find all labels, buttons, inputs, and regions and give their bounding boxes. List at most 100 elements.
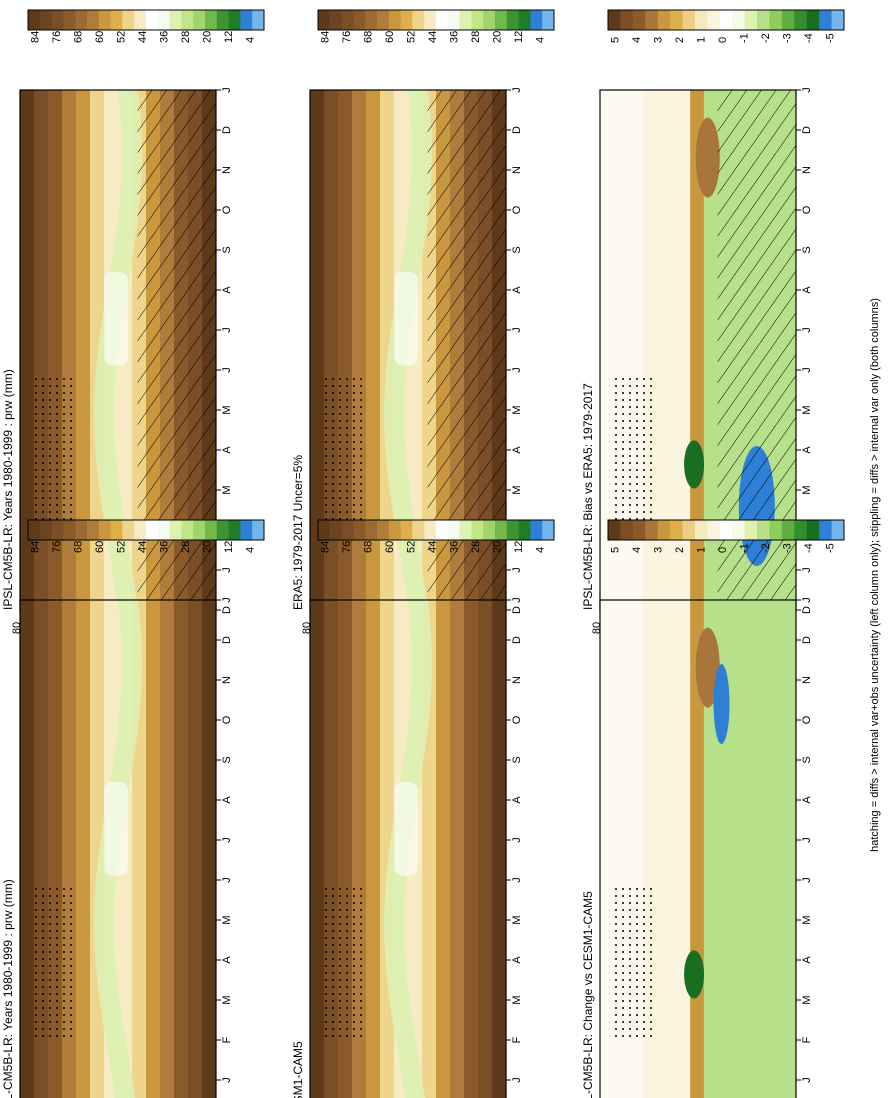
month-label: F [511,1036,523,1043]
month-label: A [221,956,233,964]
colorbar-swatch [134,520,147,540]
colorbar-swatch [318,520,331,540]
month-label: A [801,796,813,804]
colorbar-swatch [240,520,253,540]
colorbar-swatch [620,520,634,540]
colorbar-swatch [608,520,621,540]
colorbar-swatch [181,520,194,540]
month-label: J [221,327,233,333]
colorbar-swatch [169,520,182,540]
colorbar-swatch [459,10,472,30]
colorbar-swatch [329,10,342,30]
colorbar-swatch [459,520,472,540]
month-label: J [511,1077,523,1083]
month-label: O [221,205,233,214]
colorbar-label: 68 [73,31,85,43]
colorbar-label: 60 [384,31,396,43]
colorbar-swatch [63,520,76,540]
month-label: D [221,126,233,134]
colorbar-label: 2 [674,547,686,553]
month-label: N [801,676,813,684]
colorbar-label: -2 [760,33,772,43]
colorbar-swatch [110,10,123,30]
plot-frame [309,599,507,1098]
colorbar-label: 28 [180,31,192,43]
colorbar-swatch [620,10,634,30]
month-label: D [221,636,233,644]
colorbar-label: 4 [534,547,546,553]
panel-title: IPSL-CM5B-LR: Years 1980-1999 : prw (mm) [1,369,15,610]
panel-p4: JDNOSAJJMAMFJD8060°N20020°S6080CESM1-CAM… [291,519,555,1098]
month-label: D [801,636,813,644]
field-band [478,600,493,1098]
month-label: J [221,597,233,603]
colorbar-label: 28 [180,541,192,553]
colorbar-label: -5 [824,33,836,43]
colorbar-swatch [471,10,484,30]
colorbar-swatch [87,520,100,540]
colorbar-swatch [169,10,182,30]
month-label: N [511,166,523,174]
month-label: A [801,286,813,294]
colorbar-label: 20 [201,31,213,43]
colorbar-swatch [694,10,708,30]
month-label: M [801,995,813,1004]
plot-area [19,599,217,1098]
month-label: J [801,1077,813,1083]
month-label: N [221,166,233,174]
plot-frame [19,599,217,1098]
month-label: N [221,676,233,684]
colorbar-swatch [719,520,733,540]
colorbar-swatch [781,10,795,30]
colorbar-label: 12 [223,31,235,43]
plot-area [19,89,217,611]
colorbar-label: 44 [427,31,439,43]
plot-area [599,599,797,1098]
colorbar-label: 60 [384,541,396,553]
colorbar-swatch [483,520,496,540]
colorbar-swatch [412,520,425,540]
colorbar-swatch [75,520,88,540]
field-band [76,90,91,610]
colorbar-swatch [205,520,218,540]
month-label: S [511,246,523,253]
colorbar-swatch [819,10,832,30]
colorbar-label: 76 [341,31,353,43]
colorbar-frame [27,9,265,31]
field-band [146,600,161,1098]
colorbar-swatch [365,10,378,30]
colorbar-label: -1 [738,33,750,43]
panel-title: CESM1-CAM5 [291,1041,305,1098]
month-label: D [801,126,813,134]
field-band [492,600,506,1098]
colorbar: 84 76 68 60 52 44 36 28 20 12 4 [317,519,555,553]
colorbar-label: 4 [534,37,546,43]
month-label: O [511,715,523,724]
colorbar-swatch [744,10,758,30]
month-label: J [511,327,523,333]
equator-max [394,272,418,366]
colorbar-swatch [329,520,342,540]
colorbar-swatch [530,520,543,540]
colorbar-swatch [193,10,206,30]
panel-p1: JDNOSAJJMAMFJD8060°N20020°S6080IPSL-CM5B… [1,9,265,634]
colorbar-frame [27,519,265,541]
field-band [450,600,465,1098]
month-label: J [221,87,233,93]
month-label: M [221,995,233,1004]
month-label: J [221,1077,233,1083]
colorbar-swatch [75,10,88,30]
stippling [29,376,73,532]
month-label: S [801,756,813,763]
month-label: D [801,606,813,614]
colorbar: 84 76 68 60 52 44 36 28 20 12 4 [317,9,555,43]
colorbar-swatch [318,10,331,30]
colorbar-swatch [769,10,783,30]
colorbar-label: 12 [223,541,235,553]
colorbar-swatch [365,520,378,540]
colorbar: 5 4 3 2 1 0 -1 -2 -3 -4 -5 [607,519,845,553]
month-label: J [221,567,233,573]
month-label: N [511,676,523,684]
colorbar-swatch [98,520,111,540]
anomaly-negative [695,627,720,708]
